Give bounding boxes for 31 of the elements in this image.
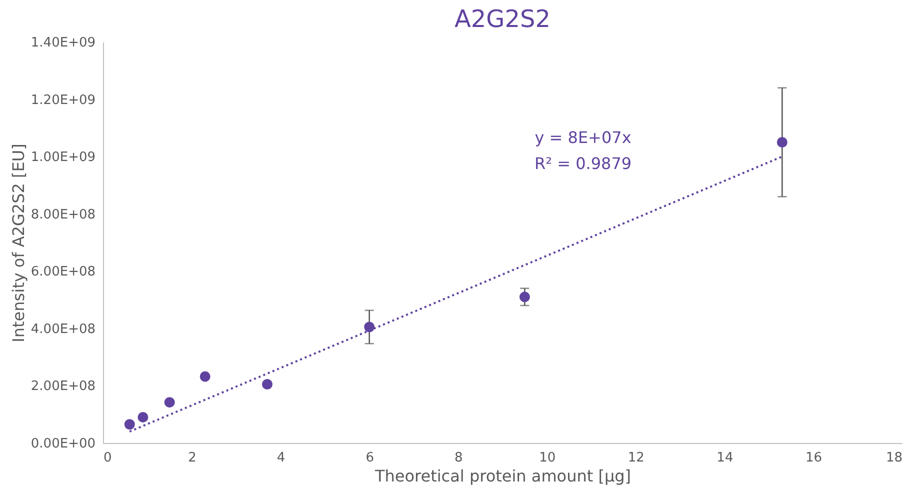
x-tick-label: 12 (628, 450, 644, 466)
point (364, 322, 375, 332)
y-tick-label: 1.40E+09 (30, 36, 96, 50)
y-tick-label: 0.00E+00 (30, 436, 96, 452)
y-tick-label: 2.00E+08 (30, 379, 96, 394)
chart-title: A2G2S2 (454, 5, 551, 33)
point (164, 397, 175, 408)
y-axis-title: Intensity of A2G2S2 [EU] (8, 144, 28, 342)
x-tick-label: 8 (454, 450, 463, 466)
y-tick-label: 1.00E+09 (30, 150, 96, 166)
y-tick-label: 1.20E+09 (30, 92, 96, 108)
x-tick-label: 14 (716, 450, 734, 466)
y-tick-label: 8.00E+08 (30, 207, 96, 222)
point (776, 137, 788, 148)
x-tick-label: 0 (104, 450, 112, 466)
point (519, 292, 530, 302)
x-tick-label: 6 (366, 450, 374, 466)
point (138, 412, 148, 422)
x-tick-label: 10 (539, 450, 556, 466)
y-tick-label: 6.00E+08 (30, 264, 96, 280)
x-tick-label: 16 (805, 450, 822, 466)
x-tick-label: 2 (188, 450, 196, 466)
x-tick-label: 4 (276, 450, 286, 466)
point (200, 371, 210, 382)
y-tick-label: 4.00E+08 (30, 322, 96, 337)
point (262, 379, 272, 390)
x-axis-title: Theoretical protein amount [µg] (374, 466, 632, 486)
x-tick-label: 18 (886, 450, 902, 466)
annotation: y = 8E+07x (534, 128, 632, 147)
annotation: R² = 0.9879 (534, 154, 632, 173)
point (124, 419, 135, 430)
